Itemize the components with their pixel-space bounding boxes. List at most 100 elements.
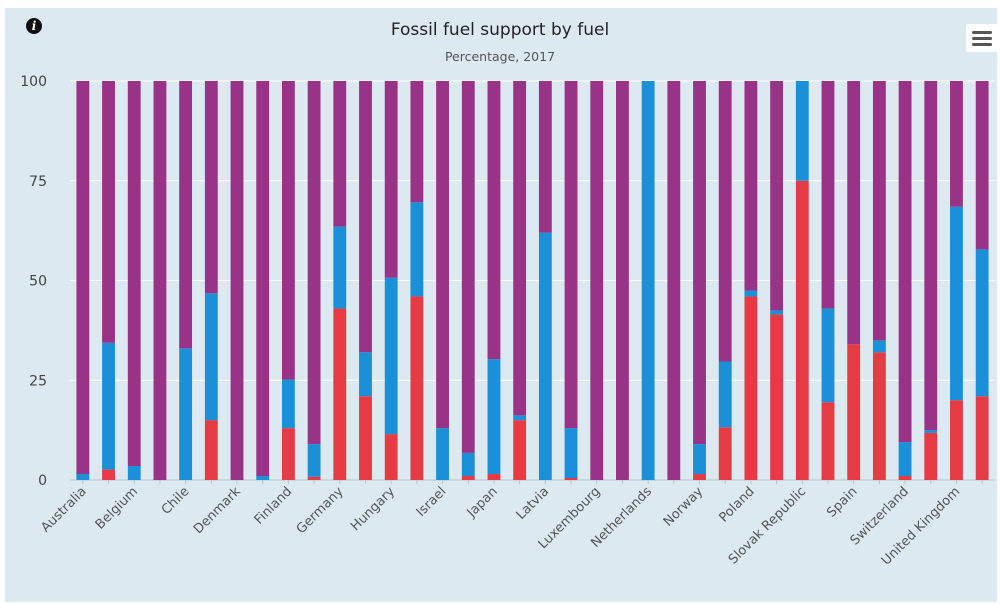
bar-segment[interactable]: [718, 427, 732, 480]
gridlines: [70, 80, 995, 481]
bar-segment[interactable]: [924, 81, 938, 431]
bar-segment[interactable]: [718, 81, 732, 362]
bar-segment[interactable]: [693, 444, 706, 475]
bar-segment[interactable]: [230, 81, 244, 480]
bar-segment[interactable]: [924, 432, 938, 480]
bar-segment[interactable]: [975, 81, 989, 250]
bar-segment[interactable]: [590, 81, 604, 480]
x-tick-label: Australia: [38, 484, 89, 535]
bar-segment[interactable]: [564, 428, 578, 479]
bar-segment[interactable]: [127, 466, 141, 480]
bar-segment[interactable]: [461, 476, 475, 480]
bar-segment[interactable]: [950, 81, 963, 207]
bar-segment[interactable]: [513, 81, 527, 416]
bar-segment[interactable]: [744, 290, 758, 297]
bar-segment[interactable]: [795, 81, 809, 181]
bar-segment[interactable]: [744, 296, 758, 480]
bar-segment[interactable]: [538, 81, 552, 233]
bar-segment[interactable]: [436, 81, 449, 429]
bar-segment[interactable]: [513, 415, 527, 421]
bar-segment[interactable]: [975, 249, 989, 397]
bar-segment[interactable]: [564, 478, 578, 480]
bar-segment[interactable]: [359, 396, 372, 480]
bar-segment[interactable]: [204, 293, 218, 421]
bar-segment[interactable]: [513, 420, 527, 480]
bar-segment[interactable]: [821, 402, 835, 480]
bar-segment[interactable]: [821, 308, 835, 403]
bar-segment[interactable]: [333, 308, 347, 480]
bar-segment[interactable]: [872, 352, 886, 480]
bar-segment[interactable]: [461, 81, 475, 453]
bar-segment[interactable]: [950, 400, 963, 480]
bar-segment[interactable]: [102, 81, 115, 343]
bar-segment[interactable]: [256, 476, 270, 480]
bar-segment[interactable]: [667, 81, 681, 480]
y-tick-label: 0: [38, 473, 47, 489]
bar-segment[interactable]: [436, 428, 449, 480]
bar-segment[interactable]: [898, 81, 912, 443]
bar-segment[interactable]: [76, 474, 90, 480]
bar-segment[interactable]: [641, 81, 655, 480]
bar-segment[interactable]: [76, 81, 90, 475]
y-tick-label: 25: [29, 373, 47, 389]
bar-segment[interactable]: [950, 206, 963, 401]
bar-segment[interactable]: [179, 81, 193, 349]
bar-segment[interactable]: [847, 81, 861, 345]
bar-segment[interactable]: [281, 428, 295, 480]
bar-segment[interactable]: [384, 277, 398, 435]
bar-segment[interactable]: [693, 474, 706, 480]
bar-segment[interactable]: [872, 81, 886, 341]
bar-segment[interactable]: [410, 202, 424, 297]
x-tick-label: Norway: [661, 484, 707, 530]
bar-segment[interactable]: [359, 352, 372, 397]
bar-segment[interactable]: [770, 81, 784, 311]
bar-segment[interactable]: [898, 442, 912, 477]
bar-segment[interactable]: [872, 340, 886, 353]
x-tick-label: Denmark: [191, 484, 244, 537]
bar-segment[interactable]: [487, 81, 501, 360]
info-icon[interactable]: i: [26, 18, 42, 34]
bar-segment[interactable]: [359, 81, 372, 353]
x-tick-label: Israel: [414, 484, 450, 520]
bars: [76, 81, 989, 480]
bar-segment[interactable]: [384, 81, 398, 278]
bar-segment[interactable]: [564, 81, 578, 429]
bar-segment[interactable]: [770, 314, 784, 480]
bar-segment[interactable]: [127, 81, 141, 467]
bar-segment[interactable]: [693, 81, 706, 445]
bar-segment[interactable]: [538, 232, 552, 480]
bar-segment[interactable]: [204, 81, 218, 294]
bar-segment[interactable]: [179, 348, 193, 480]
bar-segment[interactable]: [744, 81, 758, 291]
bar-segment[interactable]: [770, 310, 784, 315]
bar-segment[interactable]: [924, 430, 938, 433]
bar-segment[interactable]: [795, 180, 809, 480]
bar-segment[interactable]: [333, 81, 347, 227]
bar-segment[interactable]: [333, 226, 347, 309]
bar-segment[interactable]: [461, 452, 475, 477]
bar-segment[interactable]: [410, 81, 424, 203]
bar-segment[interactable]: [102, 342, 115, 470]
bar-segment[interactable]: [204, 420, 218, 480]
bar-segment[interactable]: [487, 474, 501, 480]
x-tick-label: Germany: [294, 484, 347, 537]
bar-segment[interactable]: [821, 81, 835, 309]
bar-segment[interactable]: [847, 344, 861, 480]
bar-segment[interactable]: [307, 444, 321, 477]
bar-segment[interactable]: [307, 476, 321, 480]
bar-segment[interactable]: [718, 361, 732, 428]
bar-segment[interactable]: [256, 81, 270, 477]
bar-segment[interactable]: [898, 476, 912, 480]
bar-segment[interactable]: [307, 81, 321, 445]
chart-menu-button[interactable]: [966, 24, 998, 52]
bar-segment[interactable]: [616, 81, 629, 480]
x-tick-label: Latvia: [514, 484, 553, 523]
bar-segment[interactable]: [281, 379, 295, 429]
bar-segment[interactable]: [975, 396, 989, 480]
bar-segment[interactable]: [410, 296, 424, 480]
bar-segment[interactable]: [384, 434, 398, 480]
bar-segment[interactable]: [487, 359, 501, 475]
bar-segment[interactable]: [102, 469, 115, 480]
bar-segment[interactable]: [153, 81, 167, 480]
bar-segment[interactable]: [281, 81, 295, 380]
